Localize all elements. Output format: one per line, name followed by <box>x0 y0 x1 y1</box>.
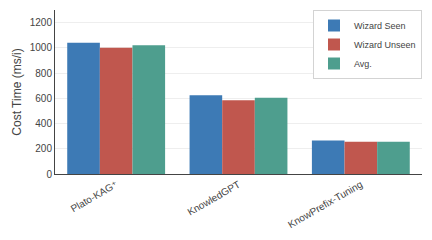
svg-text:600: 600 <box>35 93 52 104</box>
svg-text:Wizard Seen: Wizard Seen <box>354 21 406 31</box>
svg-text:400: 400 <box>35 118 52 129</box>
svg-text:0: 0 <box>46 169 52 180</box>
svg-text:Plato-KAG⁺: Plato-KAG⁺ <box>69 179 120 215</box>
svg-text:Cost Time (ms/i): Cost Time (ms/i) <box>10 48 24 135</box>
svg-text:800: 800 <box>35 68 52 79</box>
svg-text:1200: 1200 <box>30 17 53 28</box>
svg-text:200: 200 <box>35 143 52 154</box>
svg-text:Avg.: Avg. <box>354 59 372 69</box>
svg-text:KnowledGPT: KnowledGPT <box>185 179 242 218</box>
svg-text:1000: 1000 <box>30 42 53 53</box>
svg-text:Wizard Unseen: Wizard Unseen <box>354 40 416 50</box>
svg-text:KnowPrefix-Tuning: KnowPrefix-Tuning <box>286 179 364 231</box>
